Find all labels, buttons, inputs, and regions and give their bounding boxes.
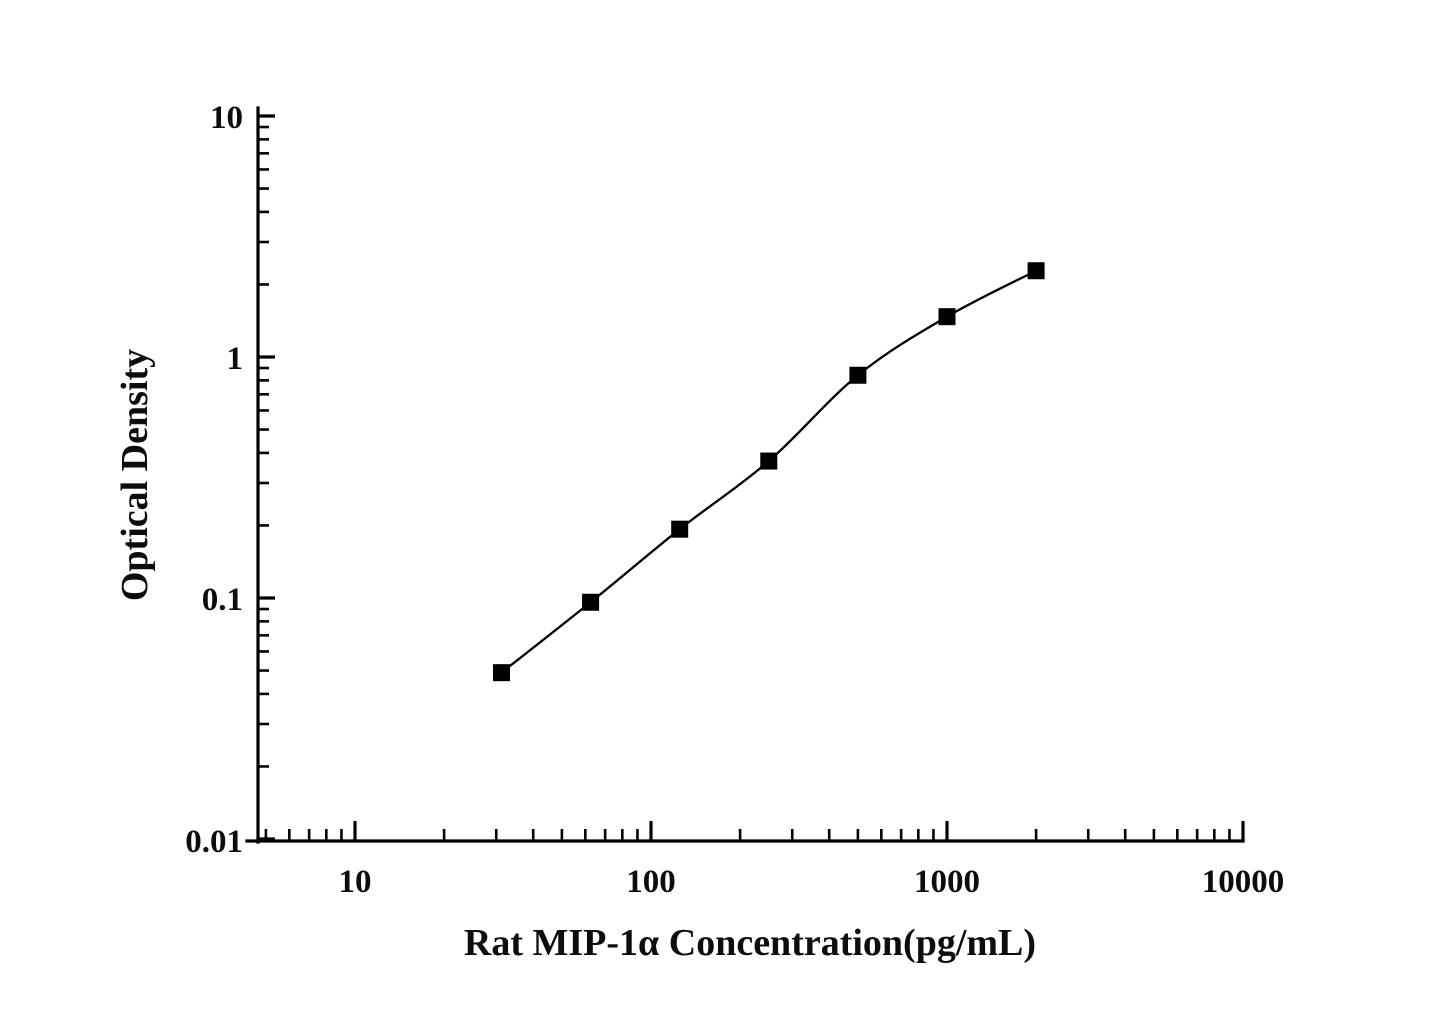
data-point-marker xyxy=(492,664,510,682)
x-tick-label-10: 10 xyxy=(339,864,372,900)
y-axis-ticks xyxy=(258,114,275,841)
y-tick-label-10: 10 xyxy=(210,100,243,136)
data-point-marker xyxy=(938,308,956,326)
y-tick-label-0.01: 0.01 xyxy=(185,824,243,860)
y-axis-title: Optical Density xyxy=(114,349,156,601)
data-point-marker xyxy=(582,593,600,611)
axis-lines xyxy=(245,106,1245,844)
data-point-marker xyxy=(1027,262,1045,280)
y-tick-label-1: 1 xyxy=(227,341,244,377)
y-tick-label-0.1: 0.1 xyxy=(202,582,243,618)
x-tick-label-10000: 10000 xyxy=(1202,864,1285,900)
x-axis-title: Rat MIP-1α Concentration(pg/mL) xyxy=(464,922,1036,964)
series-line xyxy=(500,269,1037,674)
y-axis-tick-labels: 10 1 0.1 0.01 xyxy=(185,100,243,860)
data-point-marker xyxy=(760,452,778,470)
x-tick-label-1000: 1000 xyxy=(914,864,980,900)
x-axis-ticks xyxy=(264,821,1245,841)
x-tick-label-100: 100 xyxy=(626,864,676,900)
x-axis-tick-labels: 10 100 1000 10000 xyxy=(339,864,1285,900)
data-point-marker xyxy=(849,366,867,384)
data-series xyxy=(492,262,1045,682)
data-point-marker xyxy=(671,520,689,538)
